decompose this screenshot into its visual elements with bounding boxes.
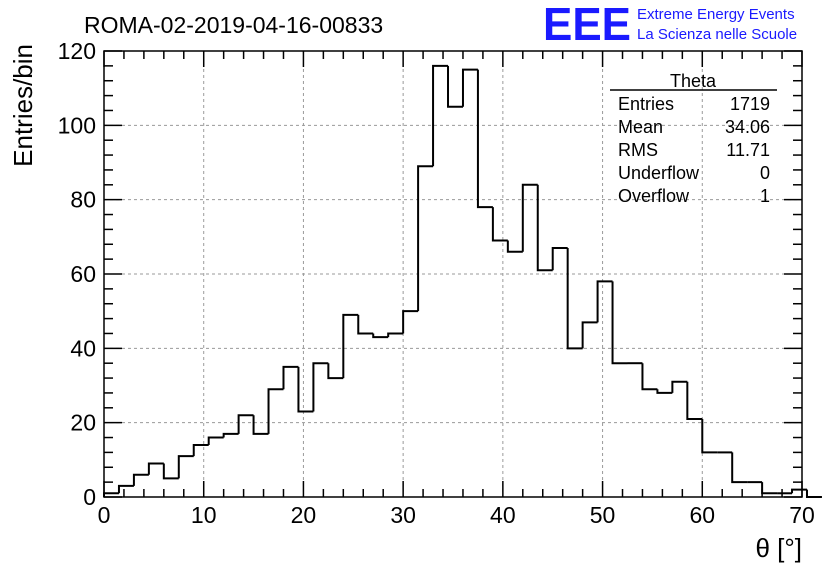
stats-row-label: Entries [618,94,674,114]
stats-row-value: 0 [760,163,770,183]
histogram-bin [731,452,748,484]
y-tick-label: 20 [70,410,96,436]
histogram-bin [671,380,688,393]
histogram-bin [297,366,314,413]
histogram-bin [117,484,134,494]
histogram-bin [701,418,718,454]
y-tick-label: 60 [70,261,96,287]
histogram-bin [686,381,703,420]
histogram-bin [207,436,224,445]
histogram-bin [162,463,179,480]
histogram-bin [357,314,374,335]
x-tick-label: 60 [689,502,715,528]
histogram-series [103,64,822,498]
grid [104,50,802,497]
stats-row-value: 1719 [730,94,770,114]
y-tick-label: 40 [70,335,96,361]
histogram-bin [491,207,508,242]
x-tick-label: 10 [191,502,217,528]
stats-row-label: Overflow [618,186,690,206]
y-tick-label: 100 [58,112,96,138]
eee-logo-mark: EEE [543,0,631,50]
histogram-bin [461,68,478,107]
stats-rows: Entries 1719 Mean 34.06 RMS 11.71 Underflow 0 Ov… [618,94,770,206]
histogram-bin [312,362,329,412]
stats-row-label: Mean [618,117,663,137]
histogram-bin [596,280,613,323]
y-axis-label: Entries/bin [8,44,38,167]
histogram-bin [237,414,254,434]
histogram-bin [432,64,449,167]
eee-logo-line2: La Scienza nelle Scuole [637,26,797,43]
x-tick-label: 70 [789,502,815,528]
histogram-bin [417,165,434,312]
histogram-bin [611,281,628,365]
eee-logo-line1: Extreme Energy Events [637,6,795,23]
histogram-bin [132,473,149,486]
histogram-bin [222,432,239,438]
eee-logo: EEE Extreme Energy Events La Scienza nel… [543,0,797,50]
histogram-bin [506,240,523,253]
stats-box: Theta Entries 1719 Mean 34.06 RMS 11.71 Underf… [610,71,777,206]
histogram-bin [566,247,583,350]
histogram-bin [372,333,389,339]
y-tick-label: 0 [83,484,96,510]
histogram-bin [791,488,807,494]
histogram-bin [641,363,658,391]
histogram-bin [656,389,673,394]
stats-row-label: Underflow [618,163,700,183]
histogram-bin [536,184,553,272]
histogram-bin [761,482,778,495]
histogram-bin [177,455,194,479]
stats-row-value: 34.06 [725,117,770,137]
histogram-bin [192,443,209,457]
x-tick-label: 50 [590,502,616,528]
histogram-bin [476,69,493,209]
histogram-bin [581,321,598,349]
histogram-bin [282,365,299,390]
histogram-bin [342,313,359,379]
histogram-bin [447,65,463,108]
histogram-bin [327,363,344,380]
x-tick-label: 30 [390,502,416,528]
histogram-bin [551,246,568,271]
histogram-bin [147,462,164,475]
stats-row-label: RMS [618,140,658,160]
axis-ticks [103,50,803,498]
y-tick-label: 120 [58,38,96,64]
x-tick-label: 20 [291,502,317,528]
stats-box-title: Theta [670,71,717,91]
x-tick-label: 40 [490,502,516,528]
histogram-bin [521,183,538,252]
histogram-bin [402,310,419,334]
x-axis-label: θ [°] [755,533,802,563]
histogram-bin [267,388,284,434]
stats-row-value: 11.71 [726,140,770,160]
run-title: ROMA-02-2019-04-16-00833 [84,12,383,38]
stats-row-value: 1 [760,186,770,206]
histogram-bin [387,332,404,338]
histogram-bin [805,489,822,498]
x-tick-label: 0 [98,502,111,528]
y-tick-label: 80 [70,187,96,213]
histogram-bin [252,415,269,435]
